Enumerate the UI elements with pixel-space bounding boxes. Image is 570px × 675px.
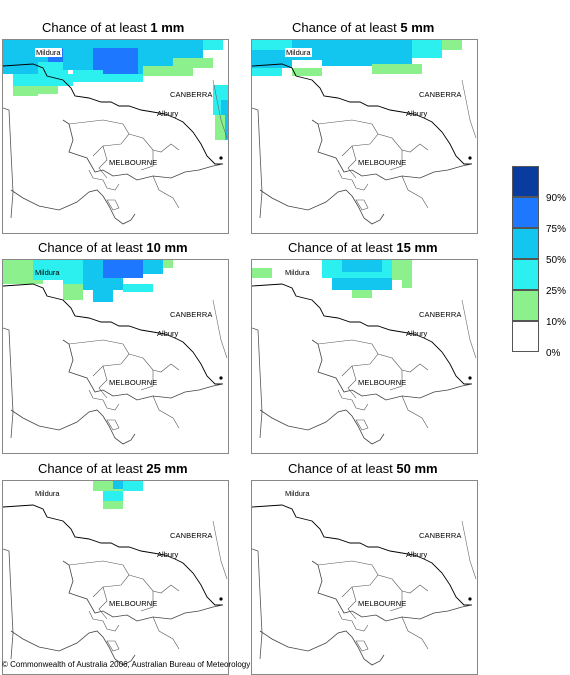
label-melbourne: MELBOURNE bbox=[358, 599, 407, 608]
label-melbourne: MELBOURNE bbox=[109, 378, 158, 387]
rainfall-probability-overlay bbox=[93, 481, 143, 509]
rainfall-probability-overlay bbox=[252, 40, 462, 76]
basemap-outline bbox=[252, 283, 477, 445]
rainfall-probability-overlay bbox=[3, 260, 173, 302]
legend-label-75: 75% bbox=[546, 224, 567, 235]
legend-label-90: 90% bbox=[546, 193, 567, 204]
map-panel-5mm: Mildura CANBERRA Albury MELBOURNE bbox=[251, 39, 478, 234]
label-albury: Albury bbox=[157, 109, 179, 118]
label-canberra: CANBERRA bbox=[170, 531, 213, 540]
label-albury: Albury bbox=[157, 550, 179, 559]
label-mildura: Mildura bbox=[35, 268, 60, 277]
panel-title-15mm: Chance of at least 15 mm bbox=[288, 240, 438, 255]
basemap-outline bbox=[3, 504, 228, 666]
legend-label-10: 10% bbox=[546, 317, 567, 328]
legend-swatch-50 bbox=[512, 228, 539, 259]
label-canberra: CANBERRA bbox=[419, 90, 462, 99]
label-melbourne: MELBOURNE bbox=[109, 158, 158, 167]
label-albury: Albury bbox=[406, 550, 428, 559]
legend-label-0: 0% bbox=[546, 348, 561, 359]
basemap-outline bbox=[3, 63, 228, 225]
panel-title-5mm: Chance of at least 5 mm bbox=[292, 20, 435, 35]
label-albury: Albury bbox=[157, 329, 179, 338]
legend-label-25: 25% bbox=[546, 286, 567, 297]
legend-swatch-10 bbox=[512, 290, 539, 321]
label-melbourne: MELBOURNE bbox=[358, 378, 407, 387]
basemap-outline bbox=[3, 283, 228, 445]
label-canberra: CANBERRA bbox=[170, 90, 213, 99]
rainfall-probability-overlay bbox=[3, 40, 228, 140]
legend-swatch-90 bbox=[512, 166, 539, 197]
map-panel-25mm: Mildura CANBERRA Albury MELBOURNE bbox=[2, 480, 229, 675]
label-melbourne: MELBOURNE bbox=[358, 158, 407, 167]
legend-swatch-25 bbox=[512, 259, 539, 290]
panel-title-25mm: Chance of at least 25 mm bbox=[38, 461, 188, 476]
legend-swatch-75 bbox=[512, 197, 539, 228]
copyright-notice: © Commonwealth of Australia 2006, Austra… bbox=[2, 660, 251, 669]
label-mildura: Mildura bbox=[285, 268, 310, 277]
rainfall-probability-overlay bbox=[252, 260, 412, 298]
map-panel-10mm: Mildura CANBERRA Albury MELBOURNE bbox=[2, 259, 229, 454]
label-canberra: CANBERRA bbox=[170, 310, 213, 319]
label-mildura: Mildura bbox=[285, 48, 312, 57]
label-mildura: Mildura bbox=[285, 489, 310, 498]
label-albury: Albury bbox=[406, 109, 428, 118]
label-mildura: Mildura bbox=[35, 489, 60, 498]
label-mildura: Mildura bbox=[35, 48, 62, 57]
label-canberra: CANBERRA bbox=[419, 310, 462, 319]
panel-title-50mm: Chance of at least 50 mm bbox=[288, 461, 438, 476]
map-panel-50mm: Mildura CANBERRA Albury MELBOURNE bbox=[251, 480, 478, 675]
legend-label-50: 50% bbox=[546, 255, 567, 266]
legend-swatch-0 bbox=[512, 321, 539, 352]
map-panel-1mm: Mildura CANBERRA Albury MELBOURNE bbox=[2, 39, 229, 234]
label-melbourne: MELBOURNE bbox=[109, 599, 158, 608]
label-albury: Albury bbox=[406, 329, 428, 338]
panel-title-10mm: Chance of at least 10 mm bbox=[38, 240, 188, 255]
basemap-outline bbox=[252, 504, 477, 666]
basemap-outline bbox=[252, 63, 477, 225]
map-panel-15mm: Mildura CANBERRA Albury MELBOURNE bbox=[251, 259, 478, 454]
label-canberra: CANBERRA bbox=[419, 531, 462, 540]
panel-title-1mm: Chance of at least 1 mm bbox=[42, 20, 185, 35]
